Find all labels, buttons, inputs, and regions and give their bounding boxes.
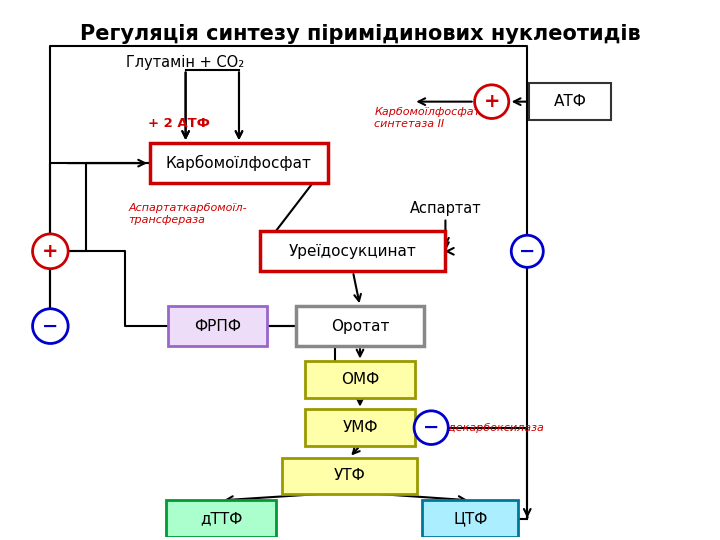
Text: синтетаза II: синтетаза II (374, 119, 444, 129)
Text: −: − (42, 316, 58, 336)
FancyBboxPatch shape (296, 306, 424, 346)
FancyBboxPatch shape (282, 457, 417, 494)
Ellipse shape (32, 309, 68, 343)
Text: АТФ: АТФ (554, 94, 586, 109)
Text: Глутамін + CO₂: Глутамін + CO₂ (127, 55, 245, 70)
FancyBboxPatch shape (423, 501, 518, 537)
Text: Аспартат: Аспартат (410, 201, 481, 216)
Text: −: − (519, 242, 536, 261)
Text: Уреїдосукцинат: Уреїдосукцинат (289, 244, 417, 259)
FancyBboxPatch shape (150, 143, 328, 183)
Text: Аспартаткарбомоїл-: Аспартаткарбомоїл- (129, 203, 247, 213)
Text: +: + (42, 242, 58, 261)
Ellipse shape (32, 234, 68, 269)
FancyBboxPatch shape (168, 306, 267, 346)
Ellipse shape (511, 235, 544, 267)
Text: ОМФ-декарбоксилаза: ОМФ-декарбоксилаза (417, 423, 545, 433)
Text: −: − (423, 418, 439, 437)
Text: Карбомоїлфосфат: Карбомоїлфосфат (166, 155, 312, 171)
FancyBboxPatch shape (529, 84, 611, 120)
FancyBboxPatch shape (261, 231, 446, 271)
Text: + 2 АТФ: + 2 АТФ (148, 117, 210, 130)
FancyBboxPatch shape (305, 409, 415, 446)
Text: УМФ: УМФ (342, 420, 378, 435)
Text: Оротат: Оротат (330, 319, 390, 334)
Text: Регуляція синтезу піримідинових нуклеотидів: Регуляція синтезу піримідинових нуклеоти… (80, 24, 640, 44)
Text: ОМФ: ОМФ (341, 372, 379, 387)
Text: дТТФ: дТТФ (200, 511, 243, 526)
Text: ЦТФ: ЦТФ (453, 511, 487, 526)
FancyBboxPatch shape (305, 361, 415, 398)
Text: ФРПФ: ФРПФ (194, 319, 241, 334)
Ellipse shape (474, 85, 509, 118)
FancyBboxPatch shape (166, 501, 276, 537)
Text: УТФ: УТФ (333, 468, 365, 483)
Text: +: + (483, 92, 500, 111)
Text: трансфераза: трансфераза (129, 215, 206, 225)
Ellipse shape (414, 411, 449, 444)
Text: Карбомоїлфосфат-: Карбомоїлфосфат- (374, 107, 485, 117)
